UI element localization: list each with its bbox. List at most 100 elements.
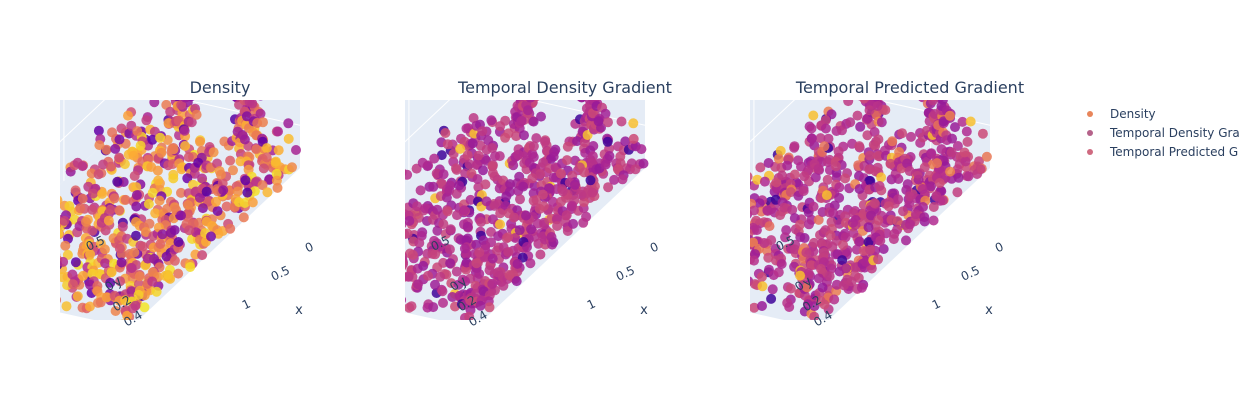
data-point bbox=[862, 113, 873, 124]
data-point bbox=[709, 288, 719, 298]
data-point bbox=[854, 141, 865, 152]
data-point bbox=[735, 290, 745, 300]
data-point bbox=[685, 263, 695, 273]
data-point bbox=[120, 319, 126, 320]
data-point bbox=[690, 258, 700, 268]
data-point bbox=[489, 200, 500, 211]
data-point bbox=[700, 262, 710, 272]
data-point bbox=[866, 57, 876, 67]
subplot-density[interactable]: Density 0.5 0 0.5 1 x 0 y 0.2 0.4 bbox=[0, 19, 316, 330]
legend-label: Temporal Density Gra bbox=[1109, 126, 1240, 140]
data-point bbox=[544, 183, 555, 194]
data-point bbox=[512, 258, 523, 269]
data-point bbox=[864, 61, 874, 71]
legend-marker bbox=[1087, 111, 1093, 117]
data-point bbox=[887, 136, 898, 147]
data-point bbox=[855, 121, 866, 132]
data-point bbox=[661, 231, 671, 241]
data-point bbox=[238, 212, 249, 223]
data-point bbox=[22, 238, 32, 248]
data-point bbox=[866, 210, 876, 221]
data-point bbox=[602, 136, 613, 147]
data-point bbox=[169, 255, 180, 266]
data-point bbox=[14, 291, 24, 301]
data-point bbox=[475, 140, 486, 151]
data-point bbox=[261, 152, 272, 163]
data-point bbox=[120, 194, 131, 205]
data-point bbox=[405, 253, 406, 257]
data-point bbox=[178, 46, 188, 56]
data-point bbox=[549, 147, 560, 157]
data-point bbox=[176, 100, 187, 110]
data-point bbox=[892, 224, 903, 235]
subplot-temporal-predicted-gradient[interactable]: Temporal Predicted Gradient 0.5 0 0.5 1 … bbox=[640, 19, 1024, 330]
data-point bbox=[383, 234, 393, 244]
data-point bbox=[385, 232, 395, 242]
data-point bbox=[249, 186, 260, 197]
data-point bbox=[22, 251, 32, 261]
data-point bbox=[500, 132, 511, 143]
data-point bbox=[105, 204, 116, 215]
data-point bbox=[628, 118, 639, 129]
data-point bbox=[866, 263, 877, 274]
data-point bbox=[501, 191, 512, 202]
data-point bbox=[495, 219, 505, 230]
data-point bbox=[153, 175, 164, 186]
data-point bbox=[732, 221, 742, 231]
data-point bbox=[858, 57, 868, 67]
data-point bbox=[50, 288, 60, 298]
data-point bbox=[487, 253, 498, 264]
data-point bbox=[72, 157, 83, 168]
data-point bbox=[780, 232, 791, 243]
data-point bbox=[869, 127, 880, 137]
data-point bbox=[375, 218, 385, 228]
data-point bbox=[366, 252, 376, 262]
data-point bbox=[897, 128, 908, 139]
data-point bbox=[106, 161, 116, 172]
data-point bbox=[181, 100, 190, 103]
data-point bbox=[81, 216, 91, 227]
data-point bbox=[525, 258, 536, 269]
data-point bbox=[384, 234, 394, 244]
data-point bbox=[407, 249, 418, 260]
data-point bbox=[194, 192, 205, 203]
x-axis-label: x bbox=[985, 303, 993, 318]
data-point bbox=[471, 288, 481, 299]
data-point bbox=[129, 171, 140, 181]
data-point bbox=[87, 204, 98, 215]
legend-item-density[interactable]: Density bbox=[1087, 107, 1156, 121]
data-point bbox=[894, 147, 905, 157]
legend-item-temporal-density-gradient[interactable]: Temporal Density Gra bbox=[1087, 126, 1240, 140]
data-point bbox=[798, 186, 809, 196]
grid-line bbox=[529, 100, 646, 126]
data-point bbox=[50, 250, 60, 260]
data-point bbox=[147, 187, 158, 198]
data-point bbox=[195, 136, 205, 147]
data-point bbox=[875, 35, 885, 45]
data-point bbox=[355, 254, 365, 264]
data-point bbox=[23, 224, 33, 234]
subplot-temporal-density-gradient[interactable]: Temporal Density Gradient 0.5 0 0.5 1 x … bbox=[295, 19, 672, 330]
legend-item-temporal-predicted-gradient[interactable]: Temporal Predicted G bbox=[1087, 145, 1238, 159]
data-point bbox=[10, 254, 20, 264]
data-point bbox=[874, 39, 884, 49]
data-point bbox=[538, 201, 549, 212]
data-point bbox=[823, 133, 834, 144]
data-point bbox=[977, 128, 988, 139]
data-point bbox=[6, 223, 16, 233]
data-point bbox=[583, 100, 585, 101]
data-point bbox=[519, 62, 529, 72]
data-point bbox=[750, 302, 760, 313]
data-point bbox=[819, 247, 830, 258]
data-point bbox=[22, 265, 32, 275]
data-point bbox=[877, 41, 887, 51]
data-point bbox=[384, 246, 394, 256]
data-point bbox=[142, 253, 153, 264]
grid-line bbox=[750, 100, 796, 143]
data-point bbox=[445, 258, 456, 269]
data-point bbox=[487, 143, 498, 153]
data-point bbox=[147, 134, 158, 145]
data-point bbox=[417, 157, 428, 168]
data-point bbox=[755, 162, 766, 173]
data-point bbox=[468, 113, 479, 123]
